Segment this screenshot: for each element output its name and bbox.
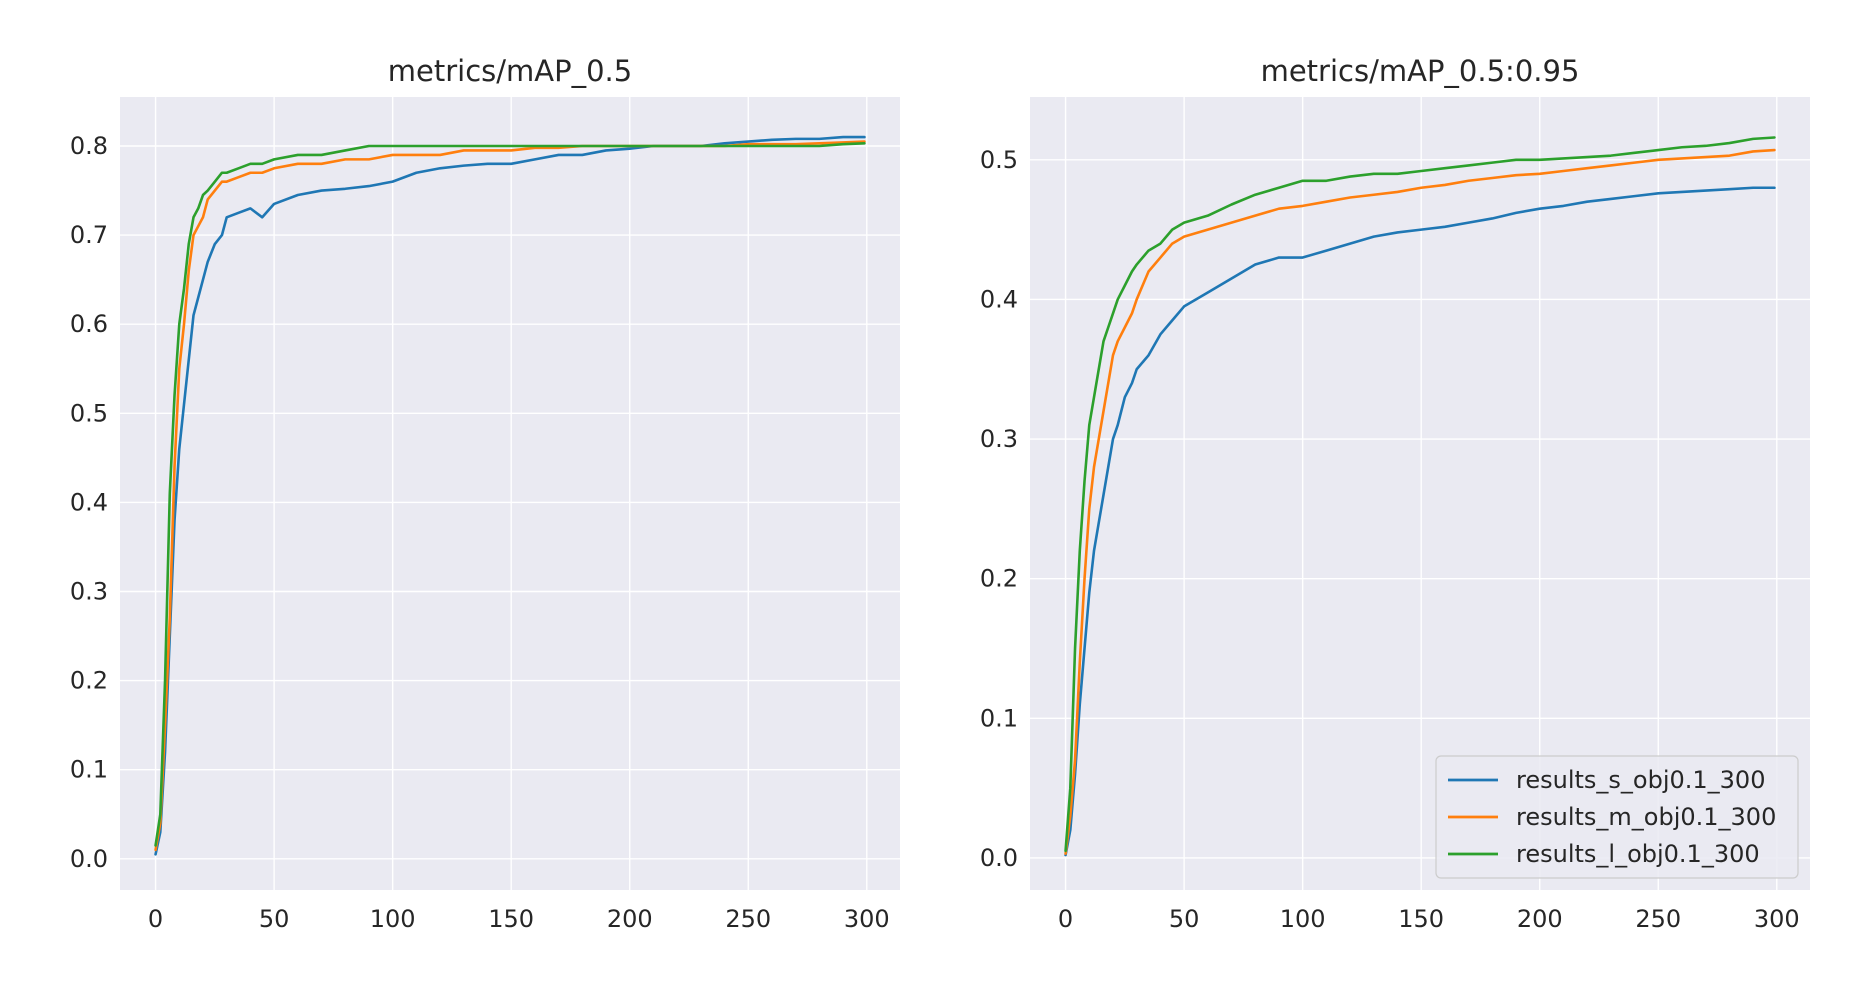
y-tick-label: 0.4 bbox=[70, 488, 108, 516]
legend: results_s_obj0.1_300 results_m_obj0.1_300… bbox=[1435, 755, 1799, 879]
chart-panel-1: 0 50 100 150 200 250 300 0.0 0.1 0.2 0.3 0.4 0.5 0.6 0… bbox=[70, 54, 900, 933]
x-tick-label: 0 bbox=[148, 905, 163, 933]
series-line bbox=[1064, 186, 1776, 857]
y-tick-label: 0.5 bbox=[980, 146, 1018, 174]
plot-area bbox=[120, 97, 900, 890]
y-tick-label: 0.4 bbox=[980, 285, 1018, 313]
x-tick-label: 300 bbox=[844, 905, 890, 933]
x-tick-label: 50 bbox=[259, 905, 290, 933]
x-tick-label: 50 bbox=[1169, 905, 1200, 933]
x-tick-label: 150 bbox=[1398, 905, 1444, 933]
y-tick-label: 0.0 bbox=[70, 845, 108, 873]
chart-panel-2: 0 50 100 150 200 250 300 0.0 0.1 0.2 0.3 0.4 0.5 metr… bbox=[980, 54, 1810, 933]
y-tick-label: 0.7 bbox=[70, 221, 108, 249]
x-tick-label: 200 bbox=[1517, 905, 1563, 933]
y-tick-label: 0.1 bbox=[70, 756, 108, 784]
legend-item: results_m_obj0.1_300 bbox=[1448, 803, 1776, 831]
x-tick-label: 100 bbox=[1280, 905, 1326, 933]
y-tick-label: 0.8 bbox=[70, 132, 108, 160]
x-tick-label: 200 bbox=[607, 905, 653, 933]
chart-title: metrics/mAP_0.5:0.95 bbox=[1261, 54, 1580, 88]
y-tick-label: 0.2 bbox=[980, 565, 1018, 593]
legend-item: results_l_obj0.1_300 bbox=[1448, 840, 1760, 868]
y-tick-label: 0.3 bbox=[980, 425, 1018, 453]
series-line bbox=[154, 142, 866, 847]
x-tick-label: 150 bbox=[488, 905, 534, 933]
y-tick-label: 0.1 bbox=[980, 704, 1018, 732]
x-tick-label: 300 bbox=[1754, 905, 1800, 933]
y-tick-label: 0.2 bbox=[70, 667, 108, 695]
legend-label: results_l_obj0.1_300 bbox=[1516, 840, 1760, 868]
y-tick-label: 0.6 bbox=[70, 310, 108, 338]
x-tick-label: 250 bbox=[725, 905, 771, 933]
y-tick-label: 0.5 bbox=[70, 399, 108, 427]
legend-label: results_s_obj0.1_300 bbox=[1516, 766, 1765, 794]
x-tick-label: 250 bbox=[1635, 905, 1681, 933]
series-line bbox=[1064, 148, 1776, 856]
y-tick-label: 0.0 bbox=[980, 844, 1018, 872]
legend-box bbox=[1435, 755, 1799, 879]
y-tick-label: 0.3 bbox=[70, 578, 108, 606]
chart-title: metrics/mAP_0.5 bbox=[388, 54, 632, 88]
legend-label: results_m_obj0.1_300 bbox=[1516, 803, 1776, 831]
series-line bbox=[1064, 136, 1776, 853]
x-tick-label: 100 bbox=[370, 905, 416, 933]
x-tick-label: 0 bbox=[1058, 905, 1073, 933]
legend-item: results_s_obj0.1_300 bbox=[1448, 766, 1765, 794]
